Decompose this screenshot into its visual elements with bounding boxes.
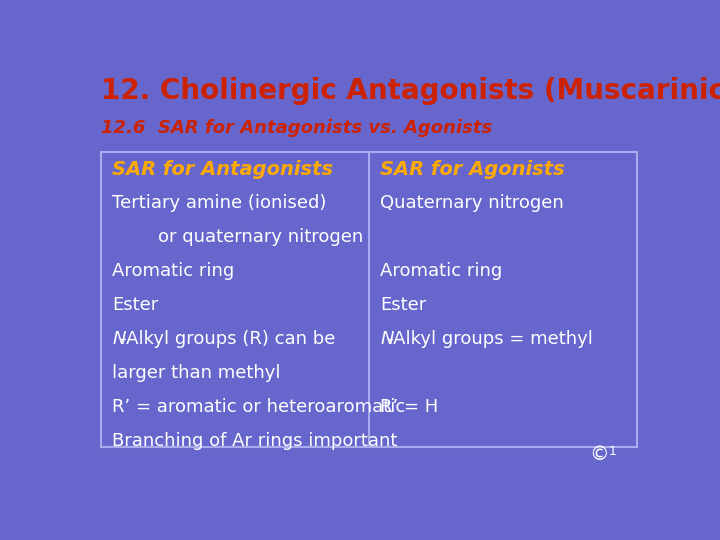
FancyBboxPatch shape: [101, 152, 637, 447]
Text: N: N: [112, 330, 126, 348]
Text: Tertiary amine (ionised): Tertiary amine (ionised): [112, 194, 327, 212]
Text: ©: ©: [590, 445, 609, 464]
Text: SAR for Agonists: SAR for Agonists: [380, 160, 565, 179]
Text: N: N: [380, 330, 394, 348]
Text: Branching of Ar rings important: Branching of Ar rings important: [112, 433, 397, 450]
Text: Aromatic ring: Aromatic ring: [112, 262, 235, 280]
Text: larger than methyl: larger than methyl: [112, 364, 281, 382]
Text: or quaternary nitrogen: or quaternary nitrogen: [112, 228, 364, 246]
Text: 12.6  SAR for Antagonists vs. Agonists: 12.6 SAR for Antagonists vs. Agonists: [101, 119, 492, 137]
Text: -Alkyl groups = methyl: -Alkyl groups = methyl: [387, 330, 593, 348]
Text: Ester: Ester: [112, 296, 158, 314]
Text: R’ = H: R’ = H: [380, 399, 438, 416]
Text: -Alkyl groups (R) can be: -Alkyl groups (R) can be: [120, 330, 335, 348]
Text: Quaternary nitrogen: Quaternary nitrogen: [380, 194, 564, 212]
Text: 1: 1: [609, 445, 617, 458]
Text: Aromatic ring: Aromatic ring: [380, 262, 503, 280]
Text: Ester: Ester: [380, 296, 426, 314]
Text: 12. Cholinergic Antagonists (Muscarinic receptor): 12. Cholinergic Antagonists (Muscarinic …: [101, 77, 720, 105]
Text: R’ = aromatic or heteroaromatic: R’ = aromatic or heteroaromatic: [112, 399, 405, 416]
Text: SAR for Antagonists: SAR for Antagonists: [112, 160, 333, 179]
